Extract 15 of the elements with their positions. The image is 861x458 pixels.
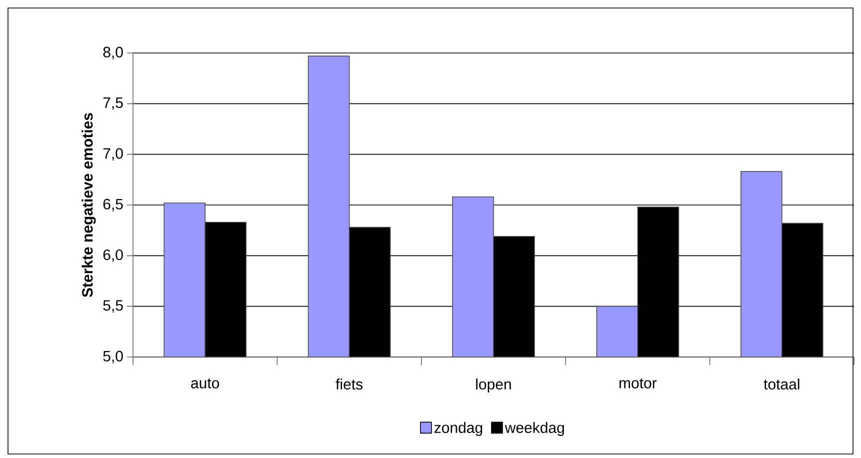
y-axis-title: Sterkte negatieve emoties — [82, 113, 96, 298]
y-tick-label: 7,0 — [103, 148, 123, 161]
x-tick-label: motor — [620, 378, 657, 388]
legend-label: zondag — [434, 422, 482, 436]
y-tick-label: 7,5 — [103, 98, 123, 110]
y-tick-label: 5,5 — [103, 300, 123, 312]
x-tick-label: auto — [191, 378, 220, 388]
x-tick-label: totaal — [764, 378, 800, 390]
legend-label: weekdag — [504, 422, 564, 436]
y-tick-label: 6,5 — [103, 198, 123, 212]
x-tick-label: lopen — [476, 378, 511, 393]
y-tick-label: 8,0 — [103, 46, 123, 60]
y-tick-label: 5,0 — [103, 350, 123, 364]
y-tick-label: 6,0 — [103, 249, 123, 262]
x-tick-label: fiets — [336, 378, 363, 390]
